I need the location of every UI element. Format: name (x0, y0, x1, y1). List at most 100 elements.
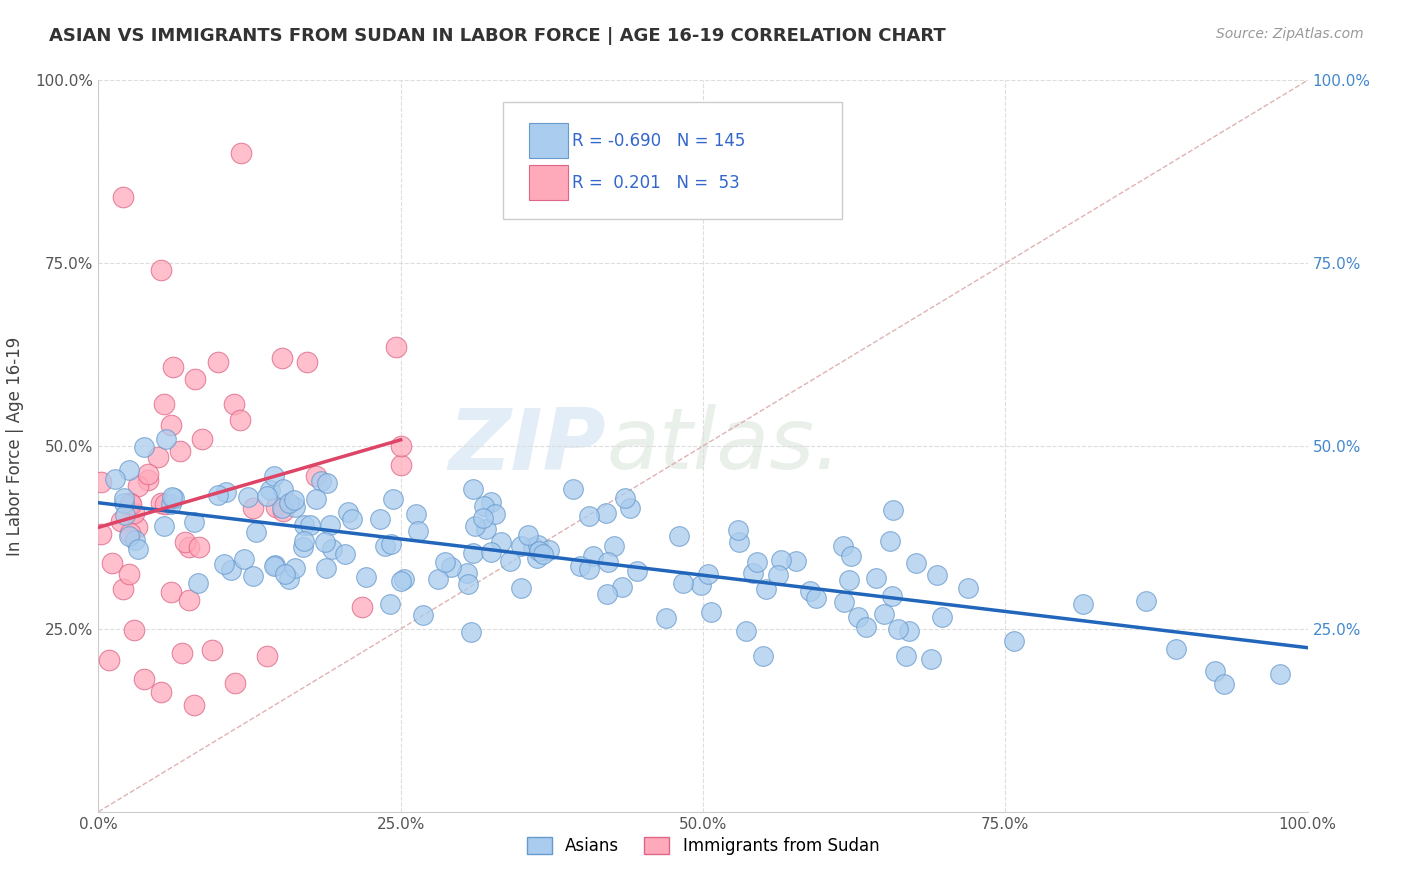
Point (152, 519, 174, 533)
Point (1071, 598, 1094, 612)
Point (531, 547, 554, 561)
Point (380, 598, 402, 612)
Point (228, 413, 250, 427)
Point (464, 519, 486, 533)
Point (118, 528, 141, 542)
Point (350, 600, 373, 615)
Point (201, 643, 224, 657)
Point (120, 526, 142, 541)
Point (522, 541, 544, 555)
Point (527, 543, 550, 558)
Point (122, 506, 145, 520)
Point (127, 542, 149, 557)
Point (160, 417, 183, 432)
Point (256, 648, 278, 663)
Point (690, 578, 713, 592)
Point (316, 476, 339, 491)
FancyBboxPatch shape (529, 165, 568, 200)
Point (146, 450, 169, 465)
Point (595, 507, 617, 521)
Point (298, 518, 321, 533)
Point (150, 496, 173, 510)
Point (297, 355, 319, 369)
Point (905, 556, 928, 570)
Point (263, 558, 285, 572)
Point (568, 558, 591, 573)
Point (434, 556, 457, 570)
Point (752, 648, 775, 663)
Point (412, 607, 434, 622)
Point (245, 524, 267, 539)
Point (882, 503, 904, 517)
Y-axis label: In Labor Force | Age 16-19: In Labor Force | Age 16-19 (7, 336, 24, 556)
Point (153, 497, 176, 511)
Point (481, 545, 503, 559)
Point (354, 570, 377, 584)
Point (294, 534, 316, 549)
Point (380, 537, 402, 551)
Point (120, 498, 142, 512)
Point (263, 558, 285, 573)
Point (319, 518, 342, 533)
Point (337, 505, 360, 519)
Point (229, 146, 252, 161)
Point (896, 649, 918, 664)
Point (1204, 664, 1226, 678)
Point (475, 522, 498, 536)
Point (169, 444, 191, 458)
Point (284, 500, 307, 514)
Point (385, 340, 408, 354)
Point (727, 523, 749, 537)
Point (509, 539, 531, 553)
Point (183, 515, 205, 529)
Point (509, 581, 531, 595)
Point (368, 512, 391, 526)
Point (191, 432, 214, 446)
Point (839, 549, 862, 563)
Point (1164, 642, 1187, 657)
Point (177, 593, 200, 607)
Point (846, 610, 869, 624)
Point (236, 490, 259, 504)
Point (1002, 634, 1025, 648)
Point (124, 533, 146, 548)
Point (619, 500, 641, 515)
Point (499, 553, 522, 567)
Point (120, 495, 142, 509)
Point (207, 488, 229, 502)
Point (785, 554, 807, 568)
Point (456, 566, 478, 580)
Point (527, 538, 550, 552)
Point (110, 514, 132, 528)
Point (305, 468, 328, 483)
Point (381, 491, 404, 506)
Point (292, 541, 315, 555)
Point (562, 483, 585, 497)
Point (603, 539, 626, 553)
Point (177, 540, 200, 554)
Point (596, 586, 619, 600)
Point (284, 561, 307, 575)
Point (920, 652, 942, 666)
Point (578, 508, 600, 523)
Point (224, 397, 246, 411)
Point (734, 624, 756, 638)
Point (101, 556, 124, 570)
Text: R =  0.201   N =  53: R = 0.201 N = 53 (572, 174, 740, 192)
Point (221, 563, 243, 577)
Point (263, 469, 285, 483)
Text: atlas.: atlas. (606, 404, 842, 488)
Point (440, 559, 463, 574)
Point (472, 510, 495, 524)
Point (484, 507, 506, 521)
Point (278, 572, 301, 586)
Point (104, 472, 127, 486)
Point (118, 463, 141, 477)
Point (457, 577, 479, 591)
Point (150, 263, 173, 277)
Point (389, 458, 412, 472)
Point (305, 492, 328, 507)
Point (242, 501, 264, 516)
Point (90, 527, 112, 541)
Point (163, 491, 186, 505)
